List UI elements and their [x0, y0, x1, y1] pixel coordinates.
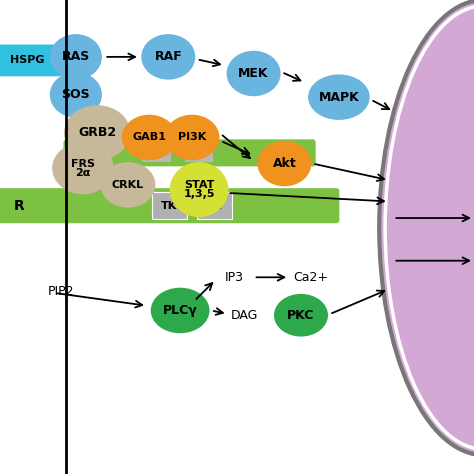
Ellipse shape [308, 74, 370, 120]
Text: PI3K: PI3K [178, 132, 206, 143]
Bar [152, 192, 187, 219]
Text: FRS
2α: FRS 2α [71, 159, 95, 178]
Text: HSPG: HSPG [10, 55, 45, 65]
FancyBboxPatch shape [64, 139, 316, 166]
Text: TK: TK [161, 201, 178, 211]
Text: MAPK: MAPK [319, 91, 359, 104]
Ellipse shape [379, 0, 474, 455]
Ellipse shape [151, 288, 210, 333]
Text: GAB1: GAB1 [132, 132, 166, 143]
Text: PIP2: PIP2 [47, 285, 74, 298]
Text: GRB2: GRB2 [78, 126, 116, 139]
Text: STAT
1,3,5: STAT 1,3,5 [183, 180, 215, 199]
Ellipse shape [50, 72, 102, 118]
FancyBboxPatch shape [0, 188, 339, 223]
Text: PLCγ: PLCγ [163, 304, 198, 317]
Text: RAS: RAS [62, 50, 90, 64]
Ellipse shape [64, 105, 130, 160]
Text: CRKL: CRKL [112, 180, 144, 190]
Text: PKC: PKC [287, 309, 315, 322]
Text: Akt: Akt [273, 157, 296, 170]
Bar [197, 192, 232, 219]
Text: DAG: DAG [230, 309, 258, 322]
Ellipse shape [257, 141, 311, 186]
Text: IP3: IP3 [225, 271, 244, 284]
Text: Ca2+: Ca2+ [293, 271, 328, 284]
Ellipse shape [274, 294, 328, 337]
Text: SOS: SOS [62, 88, 90, 101]
Ellipse shape [122, 115, 177, 160]
Ellipse shape [227, 51, 281, 96]
Text: TK: TK [206, 201, 223, 211]
Ellipse shape [52, 142, 114, 194]
Ellipse shape [170, 162, 228, 217]
Text: MEK: MEK [238, 67, 269, 80]
Bar [142, 144, 171, 162]
FancyBboxPatch shape [0, 45, 62, 76]
Bar [178, 144, 185, 162]
Text: R: R [14, 199, 24, 213]
Text: RAF: RAF [155, 50, 182, 64]
Ellipse shape [100, 162, 155, 208]
Ellipse shape [164, 115, 219, 160]
Ellipse shape [141, 34, 195, 80]
Ellipse shape [50, 34, 102, 80]
Bar [185, 144, 213, 162]
